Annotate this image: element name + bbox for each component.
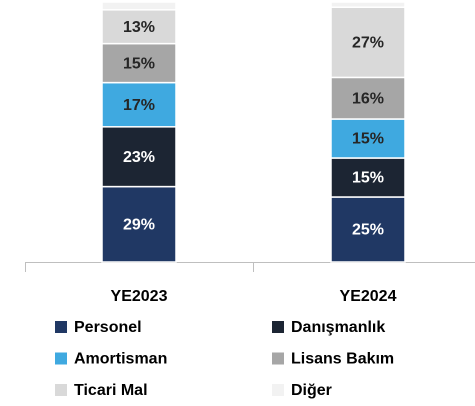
- value-label: 29%: [123, 217, 155, 234]
- legend-label: Personel: [74, 319, 142, 336]
- legend-swatch: [55, 352, 67, 365]
- legend-swatch: [55, 321, 67, 333]
- bar-segment: [101, 42, 177, 84]
- value-label: 16%: [352, 90, 384, 107]
- legend-label: Lisans Bakım: [291, 351, 394, 368]
- legend-swatch: [272, 352, 284, 365]
- legend-label: Amortisman: [74, 351, 167, 368]
- value-label: 25%: [352, 222, 384, 239]
- x-tick-label: YE2023: [111, 288, 168, 305]
- legend-label: Ticari Mal: [74, 382, 148, 399]
- bar-segment: [330, 157, 406, 198]
- bar-segment: [101, 1, 177, 11]
- value-label: 27%: [352, 35, 384, 52]
- bar-segment: [330, 118, 406, 159]
- legend-swatch: [272, 321, 284, 333]
- bar-segment: [101, 185, 177, 263]
- value-label: 13%: [123, 19, 155, 36]
- legend-label: Diğer: [291, 382, 332, 399]
- legend-swatch: [55, 384, 67, 396]
- bar-segment: [101, 81, 177, 128]
- x-tick-label: YE2024: [340, 288, 397, 305]
- bar-segment: [330, 76, 406, 120]
- value-label: 15%: [352, 170, 384, 187]
- value-label: 23%: [123, 149, 155, 166]
- legend-swatch: [272, 384, 284, 396]
- value-label: 15%: [123, 55, 155, 72]
- value-label: 15%: [352, 131, 384, 148]
- value-label: 17%: [123, 97, 155, 114]
- bar-segment: [330, 196, 406, 263]
- bar-segment: [330, 1, 406, 8]
- legend-label: Danışmanlık: [291, 319, 385, 336]
